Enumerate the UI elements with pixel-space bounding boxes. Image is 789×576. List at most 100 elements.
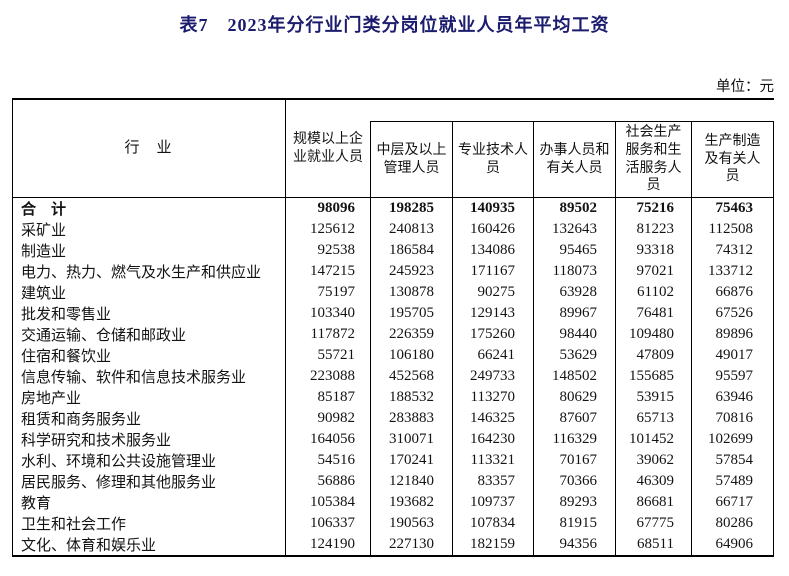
industry-label: 住宿和餐饮业 [21,349,112,365]
wage-value: 49017 [715,347,754,363]
col-divider-4 [615,121,616,557]
wage-value: 95465 [559,242,598,258]
wage-value: 70816 [715,410,754,426]
wage-value: 53915 [636,389,675,405]
wage-value: 182159 [470,536,515,552]
wage-value: 66717 [715,494,754,510]
wage-value: 245923 [389,263,434,279]
table-left-border [12,98,13,557]
wage-value: 93318 [636,242,675,258]
wage-value: 160426 [470,221,515,237]
table-row: 卫生和社会工作 106337 190563 107834 81915 67775 80286 [12,513,774,534]
page-title: 表7 2023年分行业门类分岗位就业人员年平均工资 [179,15,610,35]
wage-value: 164230 [470,431,515,447]
wage-value: 148502 [552,368,597,384]
industry-label: 交通运输、仓储和邮政业 [21,328,187,344]
wage-value: 132643 [552,221,597,237]
wage-value: 90982 [317,410,356,426]
industry-label: 采矿业 [21,223,67,239]
wage-value: 75197 [317,284,356,300]
wage-value: 140935 [470,200,515,216]
industry-label: 合 计 [21,202,67,218]
wage-value: 85187 [317,389,356,405]
wage-value: 186584 [389,242,434,258]
wage-value: 61102 [637,284,674,300]
wage-value: 171167 [470,263,515,279]
wage-value: 227130 [389,536,434,552]
industry-label: 建筑业 [21,286,67,302]
wage-value: 68511 [637,536,674,552]
industry-label: 信息传输、软件和信息技术服务业 [21,370,247,386]
wage-value: 193682 [389,494,434,510]
wage-value: 112508 [708,221,753,237]
col-divider-3 [533,121,534,557]
wage-value: 57854 [715,452,754,468]
wage-value: 97021 [636,263,675,279]
table-row: 文化、体育和娱乐业 124190 227130 182159 94356 68511 649… [12,534,774,555]
wage-value: 57489 [715,473,754,489]
wage-value: 90275 [477,284,516,300]
wage-value: 113270 [470,389,515,405]
column-header-managers: 中层及以上 管理人员 [376,142,447,176]
wage-value: 125612 [310,221,355,237]
table-row: 房地产业 85187 188532 113270 80629 53915 63946 [12,387,774,408]
wage-value: 86681 [636,494,675,510]
wage-value: 81223 [636,221,675,237]
wage-value: 223088 [310,368,355,384]
wage-value: 249733 [470,368,515,384]
wage-value: 134086 [470,242,515,258]
wage-value: 103340 [310,305,355,321]
wage-value: 117872 [310,326,355,342]
column-header-industry: 行 业 [124,139,173,156]
table-right-border [773,121,774,557]
wage-value: 92538 [317,242,356,258]
wage-value: 83357 [477,473,516,489]
wage-value: 102699 [708,431,753,447]
table-row: 居民服务、修理和其他服务业 56886 121840 83357 70366 46309 5… [12,471,774,492]
wage-value: 75216 [636,200,675,216]
wage-value: 94356 [559,536,598,552]
wage-value: 89293 [559,494,598,510]
wage-value: 109480 [629,326,674,342]
column-header-production-workers: 生产制造 及有关人 员 [704,133,761,185]
wage-value: 226359 [389,326,434,342]
wage-value: 74312 [715,242,754,258]
col-divider-5 [691,121,692,557]
wage-value: 130878 [389,284,434,300]
table-row: 教育 105384 193682 109737 89293 86681 66717 [12,492,774,513]
wage-value: 283883 [389,410,434,426]
table-row: 科学研究和技术服务业 164056 310071 164230 116329 101452… [12,429,774,450]
wage-value: 56886 [317,473,356,489]
wage-value: 95597 [715,368,754,384]
wage-value: 175260 [470,326,515,342]
wage-value: 190563 [389,515,434,531]
wage-value: 109737 [470,494,515,510]
table-row: 住宿和餐饮业 55721 106180 66241 53629 47809 49017 [12,345,774,366]
col-divider-industry [285,98,286,557]
wage-value: 89967 [559,305,598,321]
subheader-top-rule [370,121,774,122]
wage-value: 106337 [310,515,355,531]
wage-value: 129143 [470,305,515,321]
wage-value: 63928 [559,284,598,300]
wage-value: 87607 [559,410,598,426]
wage-value: 116329 [552,431,597,447]
industry-label: 科学研究和技术服务业 [21,433,172,449]
table-row: 制造业 92538 186584 134086 95465 93318 74312 [12,240,774,261]
wage-value: 67775 [636,515,675,531]
table-row: 批发和零售业 103340 195705 129143 89967 76481 67526 [12,303,774,324]
wage-value: 89502 [559,200,598,216]
wage-value: 101452 [629,431,674,447]
table-row: 交通运输、仓储和邮政业 117872 226359 175260 98440 109480… [12,324,774,345]
wage-value: 66241 [477,347,516,363]
wage-value: 310071 [389,431,434,447]
wage-value: 66876 [715,284,754,300]
wage-table: 行 业 规模以上企 业就业人员 中层及以上 管理人员 专业技术人 员 办事人员和… [12,98,774,557]
wage-value: 46309 [636,473,675,489]
wage-value: 188532 [389,389,434,405]
table-row: 采矿业 125612 240813 160426 132643 81223 112508 [12,219,774,240]
wage-value: 63946 [715,389,754,405]
industry-label: 租赁和商务服务业 [21,412,142,428]
wage-value: 80286 [715,515,754,531]
